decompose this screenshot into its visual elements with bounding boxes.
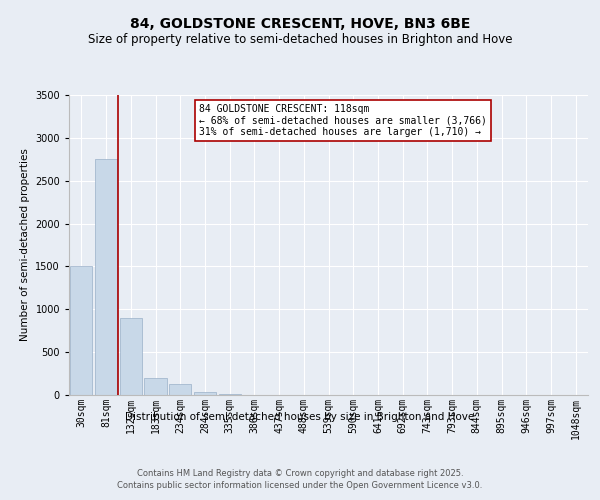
Y-axis label: Number of semi-detached properties: Number of semi-detached properties (20, 148, 29, 342)
Text: Size of property relative to semi-detached houses in Brighton and Hove: Size of property relative to semi-detach… (88, 32, 512, 46)
Bar (145, 378, 167, 395)
Bar (218, 394, 241, 395)
Bar (119, 318, 142, 395)
Bar (194, 392, 216, 395)
Bar (95, 160, 117, 395)
Bar (70, 266, 92, 395)
Text: 84, GOLDSTONE CRESCENT, HOVE, BN3 6BE: 84, GOLDSTONE CRESCENT, HOVE, BN3 6BE (130, 18, 470, 32)
Bar (169, 384, 191, 395)
Text: Contains HM Land Registry data © Crown copyright and database right 2025.: Contains HM Land Registry data © Crown c… (137, 469, 463, 478)
Text: 84 GOLDSTONE CRESCENT: 118sqm
← 68% of semi-detached houses are smaller (3,766)
: 84 GOLDSTONE CRESCENT: 118sqm ← 68% of s… (199, 104, 487, 137)
Text: Distribution of semi-detached houses by size in Brighton and Hove: Distribution of semi-detached houses by … (125, 412, 475, 422)
Text: Contains public sector information licensed under the Open Government Licence v3: Contains public sector information licen… (118, 481, 482, 490)
